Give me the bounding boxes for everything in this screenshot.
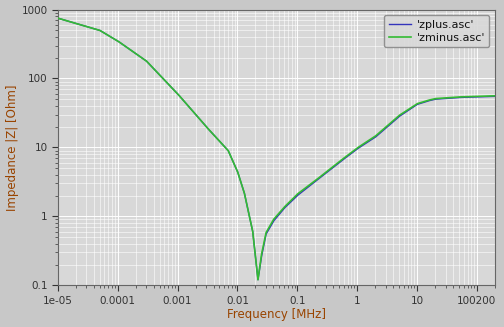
Line: 'zplus.asc': 'zplus.asc' (58, 18, 495, 280)
'zminus.asc' (222, 146, 228, 149)
'zminus.asc' (55, 16, 61, 20)
Legend: 'zplus.asc', 'zminus.asc': 'zplus.asc', 'zminus.asc' (384, 15, 489, 47)
'zminus.asc' (483, 94, 489, 98)
'zplus.asc' (483, 95, 489, 99)
Line: 'zminus.asc': 'zminus.asc' (58, 18, 495, 280)
'zminus.asc' (436, 96, 443, 100)
'zminus.asc' (131, 50, 137, 54)
'zplus.asc' (492, 95, 498, 98)
'zminus.asc' (492, 94, 498, 98)
'zplus.asc' (131, 50, 137, 54)
Y-axis label: Impedance |Z| [Ohm]: Impedance |Z| [Ohm] (6, 84, 19, 211)
'zplus.asc' (55, 16, 61, 20)
'zminus.asc' (255, 278, 261, 282)
'zplus.asc' (105, 33, 111, 37)
'zplus.asc' (255, 278, 261, 282)
'zplus.asc' (222, 146, 228, 149)
'zminus.asc' (241, 191, 247, 195)
X-axis label: Frequency [MHz]: Frequency [MHz] (227, 308, 326, 321)
'zplus.asc' (436, 97, 443, 101)
'zminus.asc' (105, 33, 111, 37)
'zplus.asc' (241, 191, 247, 195)
